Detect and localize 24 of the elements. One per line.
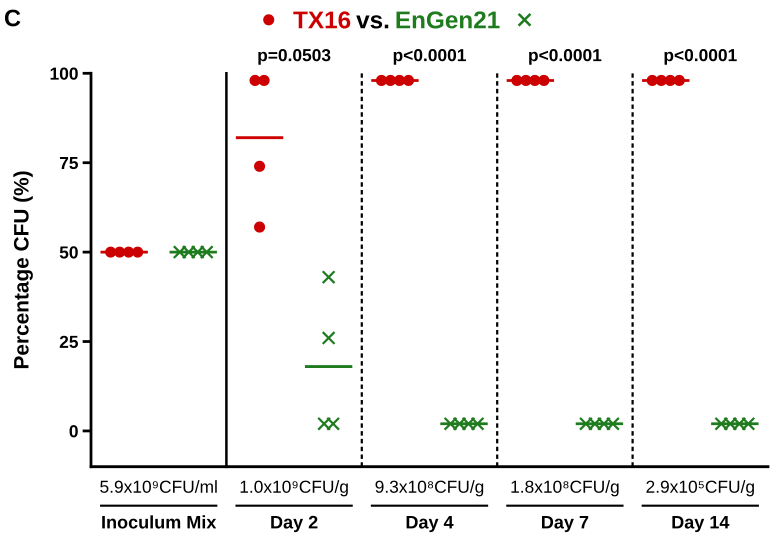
- text: vs.: [356, 15, 388, 29]
- text: 1.8x10⁸CFU/g: [511, 480, 619, 496]
- x-tick-label: Day 2: [271, 516, 318, 532]
- y-tick-label: 50: [60, 246, 78, 259]
- y-tick-label: 0: [70, 425, 78, 438]
- text: p<0.0001: [394, 49, 466, 65]
- text: p<0.0001: [529, 49, 602, 65]
- text: 9.3x10⁸CFU/g: [376, 480, 484, 496]
- text: p=0.0503: [258, 49, 330, 65]
- x-tick-label: Inoculum Mix: [102, 515, 216, 529]
- text: 2.9x10⁵CFU/g: [646, 480, 754, 496]
- y-tick-label: 25: [60, 336, 78, 348]
- x-tick-label: Day 7: [542, 516, 588, 532]
- y-tick-label: 75: [60, 157, 78, 170]
- text: EnGen21: [396, 11, 500, 29]
- text: p<0.0001: [664, 49, 737, 65]
- y-tick-label: 100: [50, 67, 78, 80]
- x-tick-label: Day 14: [672, 516, 730, 532]
- y-axis-title: Percentage CFU (%): [13, 171, 33, 368]
- text: 5.9x10⁹CFU/ml: [100, 480, 217, 493]
- legend-label: TX16: [293, 11, 350, 29]
- text: 1.0x10⁹CFU/g: [240, 480, 348, 496]
- x-tick-label: Day 4: [406, 516, 454, 532]
- text: C: [4, 10, 20, 26]
